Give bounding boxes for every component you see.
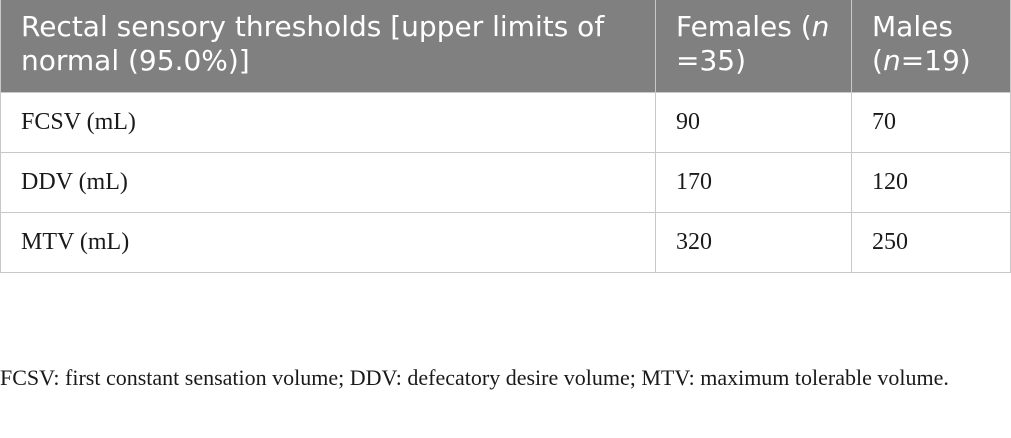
header-n-males: n xyxy=(882,43,901,77)
table-row: MTV (mL) 320 250 xyxy=(0,211,1011,273)
cell-males: 70 xyxy=(851,91,1011,153)
cell-males: 250 xyxy=(851,211,1011,273)
header-n-females: n xyxy=(811,9,830,43)
row-label: MTV (mL) xyxy=(0,211,656,273)
header-row: Rectal sensory thresholds [upper limits … xyxy=(0,0,1011,93)
cell-females: 90 xyxy=(655,91,852,153)
header-label-males: Males ( xyxy=(872,9,953,77)
rectal-thresholds-table: Rectal sensory thresholds [upper limits … xyxy=(0,0,1011,273)
cell-females: 170 xyxy=(655,151,852,213)
header-label-females: Females ( xyxy=(676,9,812,43)
row-label: FCSV (mL) xyxy=(0,91,656,153)
header-count-females: =35) xyxy=(676,43,747,77)
data-table-container: Rectal sensory thresholds [upper limits … xyxy=(0,0,1011,273)
table-body: FCSV (mL) 90 70 DDV (mL) 170 120 MTV (mL… xyxy=(0,91,1011,273)
header-label-thresholds: Rectal sensory thresholds [upper limits … xyxy=(21,9,605,77)
table-footnote: FCSV: first constant sensation volume; D… xyxy=(0,365,949,390)
header-cell-thresholds: Rectal sensory thresholds [upper limits … xyxy=(0,0,656,93)
header-cell-females: Females (n =35) xyxy=(655,0,852,93)
table-row: DDV (mL) 170 120 xyxy=(0,151,1011,213)
cell-males: 120 xyxy=(851,151,1011,213)
cell-females: 320 xyxy=(655,211,852,273)
header-count-males: =19) xyxy=(900,43,971,77)
row-label: DDV (mL) xyxy=(0,151,656,213)
header-cell-males: Males (n=19) xyxy=(851,0,1011,93)
table-header: Rectal sensory thresholds [upper limits … xyxy=(0,0,1011,93)
table-row: FCSV (mL) 90 70 xyxy=(0,91,1011,153)
